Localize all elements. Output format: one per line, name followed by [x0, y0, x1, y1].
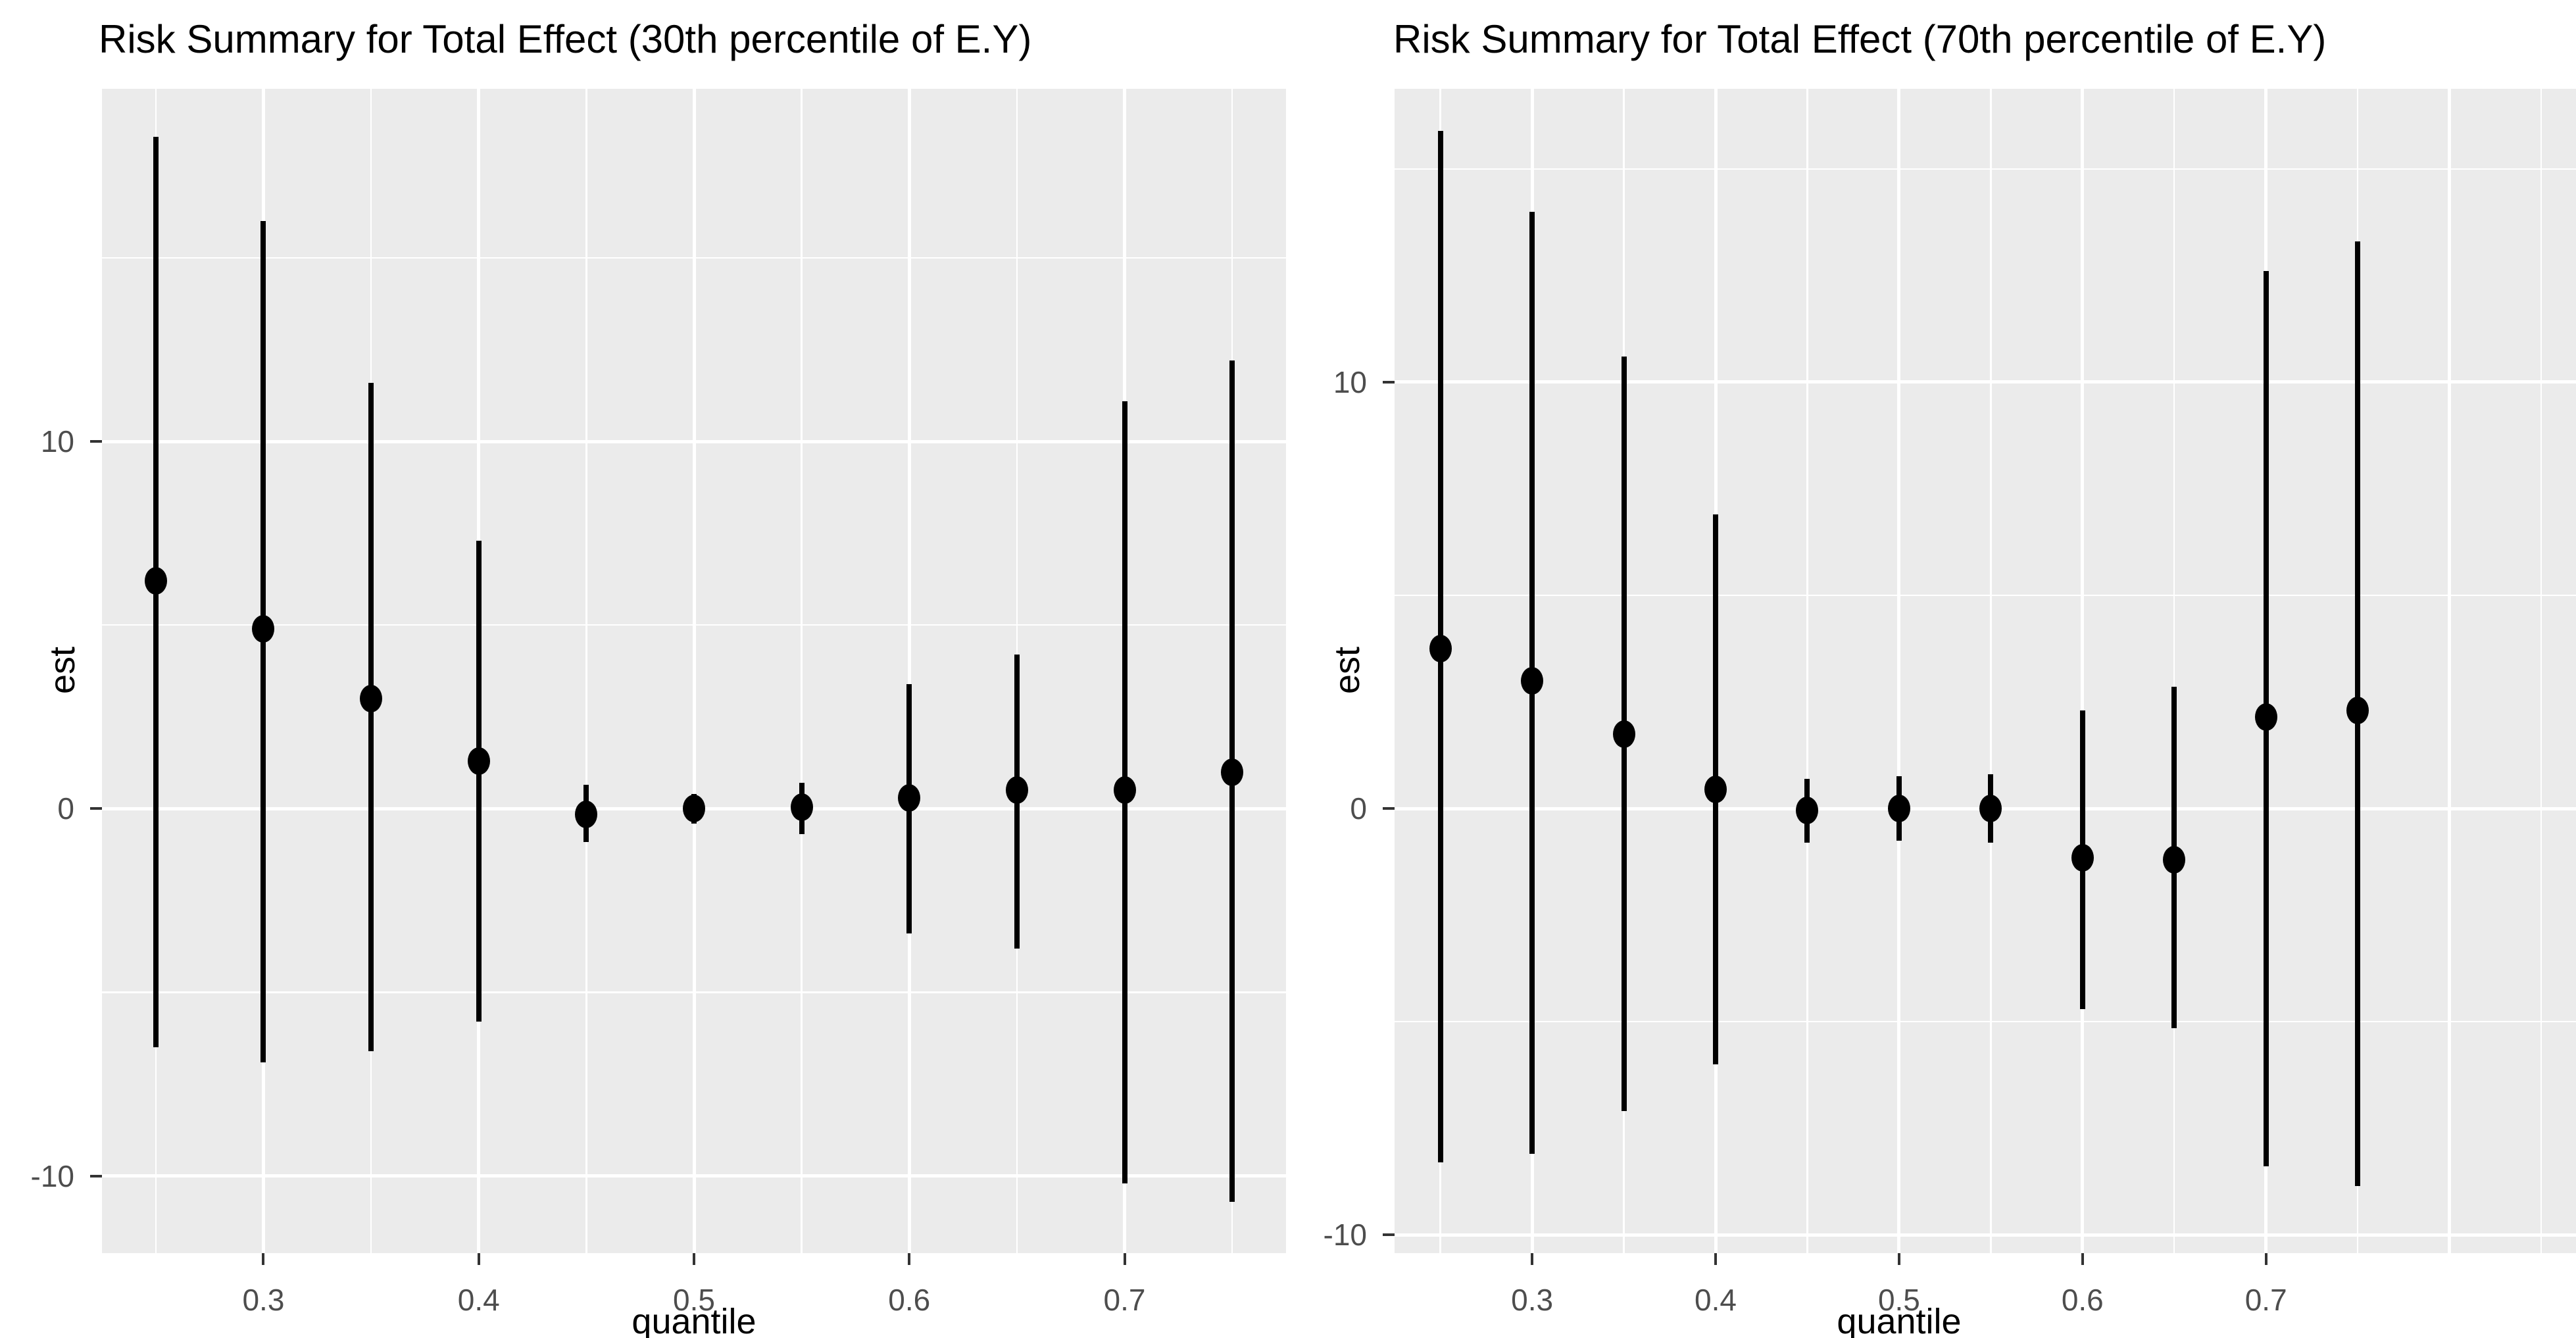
- y-gridline-minor: [1395, 594, 2576, 597]
- x-axis-title: quantile: [632, 1302, 756, 1338]
- y-gridline-minor: [1395, 1020, 2576, 1023]
- y-tick-mark: [1383, 807, 1395, 810]
- plot-panel: [1395, 89, 2576, 1253]
- y-axis-title: est: [1327, 646, 1367, 695]
- data-point: [467, 747, 490, 775]
- y-tick-label: -10: [1323, 1218, 1367, 1252]
- x-tick-mark: [1714, 1253, 1718, 1265]
- x-gridline-major: [907, 89, 911, 1253]
- x-tick-label: 0.6: [2061, 1283, 2104, 1317]
- x-tick-label: 0.6: [888, 1283, 931, 1317]
- y-gridline-major: [102, 439, 1286, 443]
- data-point: [898, 783, 921, 812]
- x-gridline-minor: [801, 89, 803, 1253]
- data-point: [1979, 795, 2002, 823]
- y-gridline-major: [1395, 1233, 2576, 1237]
- y-gridline-major: [102, 1174, 1286, 1178]
- y-tick-label: 0: [57, 791, 74, 826]
- chart-title: Risk Summary for Total Effect (70th perc…: [1393, 17, 2327, 61]
- x-tick-mark: [1531, 1253, 1534, 1265]
- x-tick-mark: [693, 1253, 695, 1265]
- data-point: [1113, 776, 1136, 805]
- x-tick-label: 0.7: [1103, 1283, 1146, 1317]
- y-axis-title: est: [43, 646, 82, 695]
- y-tick-mark: [1383, 1233, 1395, 1237]
- x-axis-title: quantile: [1837, 1302, 1962, 1338]
- x-gridline-major: [692, 89, 696, 1253]
- data-point: [1612, 720, 1635, 748]
- x-gridline-minor: [2540, 89, 2542, 1253]
- x-gridline-major: [2081, 89, 2085, 1253]
- x-tick-mark: [1897, 1253, 1900, 1265]
- x-gridline-minor: [2173, 89, 2175, 1253]
- chart-title: Risk Summary for Total Effect (30th perc…: [99, 17, 1032, 61]
- data-point: [575, 800, 598, 828]
- x-tick-label: 0.7: [2244, 1283, 2287, 1317]
- y-tick-label: -10: [30, 1158, 74, 1193]
- x-tick-label: 0.3: [1511, 1283, 1554, 1317]
- y-tick-label: 10: [40, 424, 74, 459]
- data-point: [1521, 666, 1544, 695]
- data-point: [2254, 703, 2277, 731]
- data-point: [790, 793, 813, 821]
- x-gridline-major: [1897, 89, 1901, 1253]
- y-tick-mark: [1383, 380, 1395, 384]
- data-point: [1005, 776, 1028, 805]
- x-tick-label: 0.5: [1877, 1283, 1920, 1317]
- data-point: [1796, 797, 1819, 825]
- y-tick-mark: [90, 1174, 102, 1177]
- error-bar: [476, 540, 482, 1022]
- data-point: [2163, 845, 2186, 874]
- y-gridline-minor: [1395, 168, 2576, 170]
- x-tick-mark: [908, 1253, 911, 1265]
- x-tick-label: 0.4: [457, 1283, 500, 1317]
- y-tick-label: 0: [1350, 791, 1367, 826]
- y-gridline-major: [1395, 380, 2576, 384]
- y-tick-mark: [90, 440, 102, 443]
- data-point: [360, 684, 383, 712]
- x-tick-mark: [2081, 1253, 2084, 1265]
- x-gridline-major: [2448, 89, 2452, 1253]
- x-gridline-minor: [1990, 89, 1992, 1253]
- x-tick-mark: [2264, 1253, 2267, 1265]
- data-point: [683, 795, 705, 823]
- data-point: [144, 567, 167, 595]
- data-point: [2071, 843, 2094, 872]
- data-point: [2346, 696, 2369, 724]
- y-tick-mark: [90, 807, 102, 810]
- data-point: [1221, 758, 1244, 786]
- x-tick-label: 0.4: [1695, 1283, 1737, 1317]
- x-tick-mark: [262, 1253, 265, 1265]
- x-tick-mark: [1123, 1253, 1126, 1265]
- data-point: [1887, 795, 1910, 823]
- data-point: [1429, 634, 1452, 662]
- data-point: [252, 614, 275, 643]
- x-tick-label: 0.5: [673, 1283, 715, 1317]
- x-tick-label: 0.3: [242, 1283, 285, 1317]
- error-bar: [368, 382, 374, 1051]
- x-gridline-minor: [585, 89, 587, 1253]
- x-tick-mark: [477, 1253, 480, 1265]
- y-tick-label: 10: [1333, 364, 1367, 399]
- data-point: [1704, 775, 1727, 803]
- x-gridline-minor: [1806, 89, 1808, 1253]
